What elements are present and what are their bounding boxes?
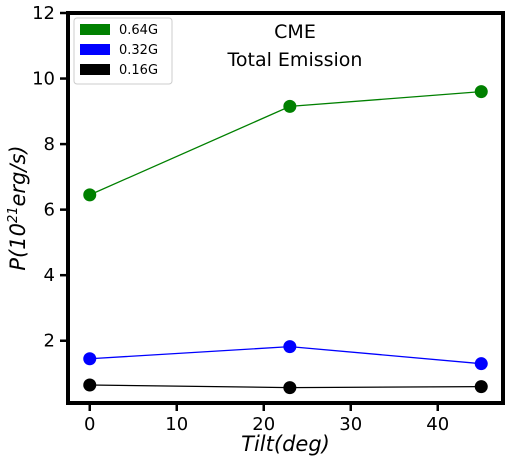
y-axis-title: P(1021erg/s) [6, 145, 30, 270]
legend-swatch [80, 24, 110, 35]
legend-label: 0.32G [119, 43, 158, 58]
x-axis-title: Tilt(deg) [241, 432, 330, 456]
legend: 0.64G 0.32G 0.16G [73, 17, 173, 85]
chart-title: CME Total Emission [227, 21, 363, 71]
y-tick-label: 6 [44, 200, 55, 221]
data-point [474, 380, 488, 394]
legend-label: 0.64G [119, 23, 158, 38]
x-tick-label: 0 [84, 414, 95, 435]
x-tick-label: 30 [339, 414, 362, 435]
y-axis-title-base: P(10 [6, 223, 30, 271]
legend-swatch [80, 44, 110, 55]
plot-frame [66, 11, 505, 405]
plot-content [83, 85, 488, 395]
y-tick-label: 4 [44, 265, 55, 286]
y-tick-label: 10 [32, 69, 55, 90]
data-point [283, 381, 297, 395]
y-tick-label: 2 [44, 331, 55, 352]
x-tick-label: 40 [426, 414, 449, 435]
data-point [83, 352, 97, 366]
y-tick-label: 12 [32, 3, 55, 24]
data-point [83, 188, 97, 202]
chart-title-line-1: CME [274, 21, 316, 43]
y-tick-label: 8 [44, 134, 55, 155]
chart-title-line-2: Total Emission [227, 49, 363, 71]
y-axis-title-exponent: 21 [6, 206, 21, 223]
y-axis-title-rest: erg/s) [6, 145, 30, 206]
data-point [474, 85, 488, 99]
x-tick-label: 10 [165, 414, 188, 435]
data-point [474, 357, 488, 371]
x-tick-label: 20 [252, 414, 275, 435]
legend-label: 0.16G [119, 63, 158, 78]
data-point [283, 99, 297, 113]
data-point [83, 378, 97, 392]
data-point [283, 340, 297, 354]
legend-swatch [80, 64, 110, 75]
